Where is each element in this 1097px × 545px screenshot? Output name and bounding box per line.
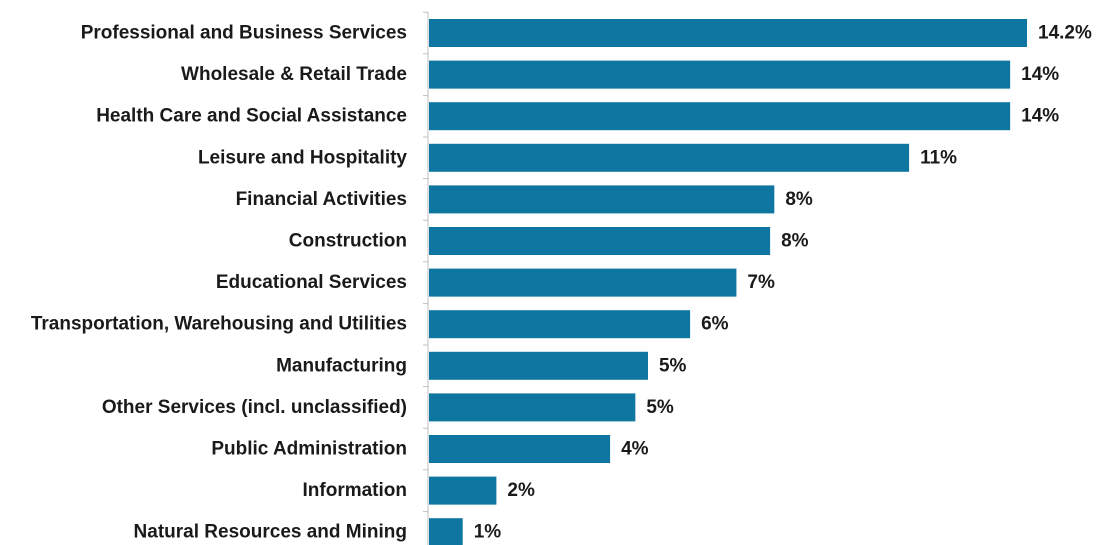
bar	[429, 393, 636, 422]
category-label: Manufacturing	[276, 355, 407, 376]
category-label: Financial Activities	[236, 189, 407, 210]
data-label: 14%	[1021, 64, 1059, 85]
data-label: 11%	[920, 147, 957, 168]
category-label: Construction	[289, 231, 407, 252]
bar	[429, 102, 1011, 131]
value-labels: 14.2% 14% 14% 11% 8% 8% 7% 6% 5% 5% 4% 2%1%	[474, 23, 1092, 543]
category-label: Natural Resources and Mining	[134, 522, 407, 543]
data-label: 7%	[747, 272, 775, 293]
data-label: 5%	[646, 397, 674, 418]
data-label: 5%	[659, 355, 687, 376]
category-label: Wholesale & Retail Trade	[181, 64, 407, 85]
data-label: 14%	[1021, 106, 1059, 127]
bar	[429, 268, 737, 297]
bar	[429, 60, 1011, 89]
bar	[429, 310, 691, 339]
data-label: 6%	[701, 314, 729, 335]
category-label: Leisure and Hospitality	[198, 147, 407, 168]
category-label: Professional and Business Services	[81, 23, 407, 44]
bar	[429, 476, 497, 505]
data-label: 4%	[621, 439, 649, 460]
data-label: 1%	[474, 522, 502, 543]
bar	[429, 518, 463, 545]
data-label: 8%	[781, 231, 809, 252]
bar	[429, 143, 910, 172]
bar	[429, 351, 648, 380]
data-label: 2%	[507, 480, 535, 501]
bar	[429, 435, 611, 463]
data-label: 8%	[785, 189, 813, 210]
category-label: Educational Services	[216, 272, 407, 293]
category-label: Transportation, Warehousing and Utilitie…	[31, 314, 407, 335]
bar	[429, 19, 1027, 47]
axis-layer	[423, 11, 429, 545]
category-label: Public Administration	[211, 439, 407, 460]
data-label: 14.2%	[1038, 23, 1092, 44]
category-label: Health Care and Social Assistance	[96, 106, 407, 127]
category-labels: Professional and Business Services Wholes…	[31, 23, 408, 543]
bars-layer	[429, 19, 1027, 545]
bar	[429, 185, 775, 214]
category-label: Other Services (incl. unclassified)	[102, 397, 407, 418]
category-label: Information	[303, 480, 408, 501]
bar	[429, 227, 771, 255]
